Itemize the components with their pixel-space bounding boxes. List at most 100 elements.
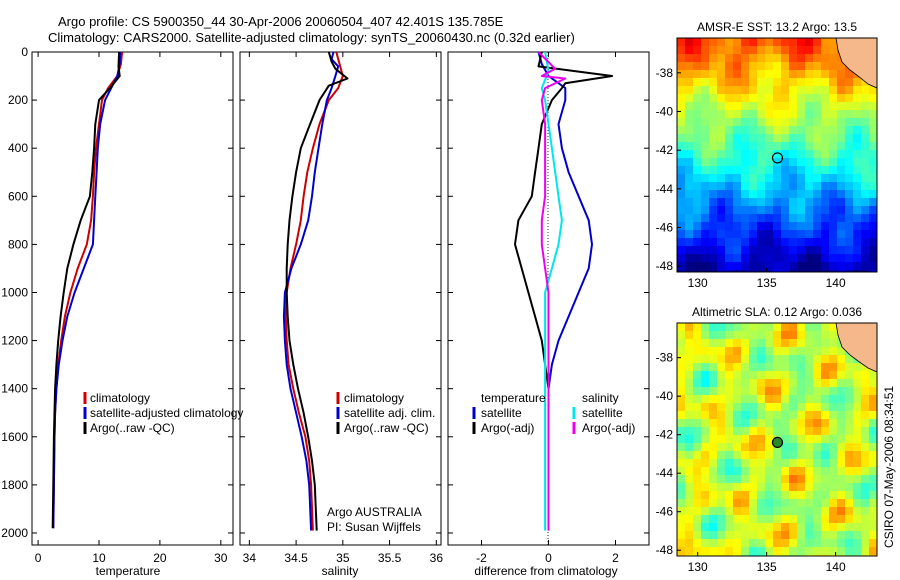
heatmap-cell bbox=[733, 134, 742, 143]
heatmap-cell bbox=[869, 246, 877, 255]
heatmap-cell bbox=[765, 323, 774, 332]
heatmap-cell bbox=[797, 158, 806, 167]
heatmap-cell bbox=[821, 403, 830, 412]
heatmap-cell bbox=[829, 62, 838, 71]
heatmap-cell bbox=[677, 331, 686, 340]
heatmap-cell bbox=[869, 230, 877, 239]
heatmap-cell bbox=[781, 531, 790, 540]
heatmap-cell bbox=[741, 46, 750, 55]
heatmap-cell bbox=[773, 46, 782, 55]
heatmap-cell bbox=[717, 371, 726, 380]
heatmap-cell bbox=[701, 118, 710, 127]
heatmap-cell bbox=[789, 150, 798, 159]
heatmap-cell bbox=[813, 387, 822, 396]
heatmap-cell bbox=[749, 174, 758, 183]
heatmap-cell bbox=[797, 379, 806, 388]
y-tick-label: 0 bbox=[21, 45, 28, 59]
heatmap-cell bbox=[845, 459, 854, 468]
heatmap-cell bbox=[685, 547, 694, 556]
heatmap-cell bbox=[813, 198, 822, 207]
heatmap-cell bbox=[765, 419, 774, 428]
heatmap-cell bbox=[765, 190, 774, 199]
heatmap-cell bbox=[781, 451, 790, 460]
heatmap-cell bbox=[677, 467, 686, 476]
heatmap-cell bbox=[781, 523, 790, 532]
heatmap-cell bbox=[837, 523, 846, 532]
heatmap-cell bbox=[861, 126, 870, 135]
heatmap-cell bbox=[821, 110, 830, 119]
heatmap-cell bbox=[701, 262, 710, 271]
sst-land-mask bbox=[835, 38, 877, 89]
heatmap-cell bbox=[797, 339, 806, 348]
heatmap-cell bbox=[853, 158, 862, 167]
heatmap-cell bbox=[685, 507, 694, 516]
heatmap-cell bbox=[853, 371, 862, 380]
heatmap-cell bbox=[717, 174, 726, 183]
heatmap-cell bbox=[853, 190, 862, 199]
heatmap-cell bbox=[829, 371, 838, 380]
heatmap-cell bbox=[725, 54, 734, 63]
heatmap-cell bbox=[765, 531, 774, 540]
heatmap-cell bbox=[733, 254, 742, 263]
heatmap-cell bbox=[821, 459, 830, 468]
heatmap-cell bbox=[789, 531, 798, 540]
heatmap-cell bbox=[757, 475, 766, 484]
heatmap-cell bbox=[725, 38, 734, 47]
heatmap-cell bbox=[749, 451, 758, 460]
heatmap-cell bbox=[861, 483, 870, 492]
heatmap-cell bbox=[741, 62, 750, 71]
heatmap-cell bbox=[757, 46, 766, 55]
heatmap-cell bbox=[813, 483, 822, 492]
heatmap-cell bbox=[685, 254, 694, 263]
heatmap-cell bbox=[781, 166, 790, 175]
heatmap-cell bbox=[693, 427, 702, 436]
heatmap-cell bbox=[733, 531, 742, 540]
heatmap-cell bbox=[837, 539, 846, 548]
heatmap-cell bbox=[765, 451, 774, 460]
heatmap-cell bbox=[741, 262, 750, 271]
heatmap-cell bbox=[749, 403, 758, 412]
sla-lat-ticks: -38-40-42-44-46-48 bbox=[656, 351, 681, 557]
heatmap-cell bbox=[733, 459, 742, 468]
heatmap-cell bbox=[749, 262, 758, 271]
heatmap-cell bbox=[773, 339, 782, 348]
heatmap-cell bbox=[749, 166, 758, 175]
heatmap-cell bbox=[701, 222, 710, 231]
heatmap-cell bbox=[693, 507, 702, 516]
heatmap-cell bbox=[725, 443, 734, 452]
heatmap-cell bbox=[853, 427, 862, 436]
heatmap-cell bbox=[709, 46, 718, 55]
lat-tick-label: -40 bbox=[656, 104, 674, 118]
heatmap-cell bbox=[693, 491, 702, 500]
heatmap-cell bbox=[677, 270, 686, 272]
heatmap-cell bbox=[733, 38, 742, 47]
heatmap-cell bbox=[829, 387, 838, 396]
heatmap-cell bbox=[693, 110, 702, 119]
heatmap-cell bbox=[685, 222, 694, 231]
heatmap-cell bbox=[861, 499, 870, 508]
heatmap-cell bbox=[813, 411, 822, 420]
heatmap-cell bbox=[869, 419, 877, 428]
heatmap-cell bbox=[853, 531, 862, 540]
heatmap-cell bbox=[765, 54, 774, 63]
heatmap-cell bbox=[701, 62, 710, 71]
heatmap-cell bbox=[693, 150, 702, 159]
heatmap-cell bbox=[733, 214, 742, 223]
heatmap-cell bbox=[829, 150, 838, 159]
heatmap-cell bbox=[869, 142, 877, 151]
heatmap-cell bbox=[741, 411, 750, 420]
heatmap-cell bbox=[741, 363, 750, 372]
heatmap-cell bbox=[741, 54, 750, 63]
heatmap-cell bbox=[749, 54, 758, 63]
heatmap-cell bbox=[757, 222, 766, 231]
heatmap-cell bbox=[845, 499, 854, 508]
heatmap-cell bbox=[861, 86, 870, 95]
heatmap-cell bbox=[749, 531, 758, 540]
heatmap-cell bbox=[789, 262, 798, 271]
heatmap-cell bbox=[709, 427, 718, 436]
heatmap-cell bbox=[869, 182, 877, 191]
heatmap-cell bbox=[869, 483, 877, 492]
heatmap-cell bbox=[709, 126, 718, 135]
heatmap-cell bbox=[677, 126, 686, 135]
